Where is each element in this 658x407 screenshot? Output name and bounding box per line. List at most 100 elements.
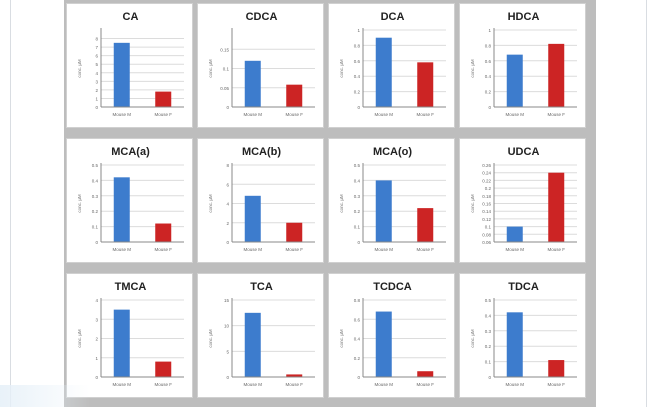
y-axis-label: conc. µM (470, 59, 475, 78)
chart-svg: DCA 0 0.2 0.4 0.6 0.8 1 conc. µM Mouse M Mouse F (339, 11, 446, 117)
y-tick-label: 10 (224, 324, 230, 329)
chart-svg: HDCA 0 0.2 0.4 0.6 0.8 1 conc. µM Mouse M Mouse F (470, 11, 577, 117)
chart-title: DCA (381, 11, 405, 23)
y-tick-label: 6 (226, 182, 229, 187)
y-tick-label: 3 (95, 317, 98, 322)
y-tick-label: 0 (357, 105, 360, 110)
chart-title: TMCA (115, 281, 147, 293)
x-tick-label: Mouse M (505, 112, 524, 117)
y-tick-label: 0.24 (482, 171, 491, 176)
y-tick-label: 0 (226, 375, 229, 380)
bile-acid-bar-chart-grid: CA 0 1 2 3 4 5 6 7 8 conc. µM Mouse M Mouse F CDCA 0 0.… (64, 0, 596, 407)
chart-svg: CDCA 0 0.05 0.1 0.15 conc. µM Mouse M Mouse F (208, 11, 315, 117)
bar-mouse-m (113, 42, 130, 108)
y-tick-label: 0.26 (482, 163, 491, 168)
y-tick-label: 0.4 (354, 178, 361, 183)
y-tick-label: 0 (226, 240, 229, 245)
y-axis-label: conc. µM (77, 194, 82, 213)
x-tick-label: Mouse F (285, 247, 303, 252)
x-tick-label: Mouse F (154, 247, 172, 252)
bar-mouse-f (286, 222, 303, 242)
x-tick-label: Mouse M (243, 247, 262, 252)
chart-title: TCDCA (373, 281, 412, 293)
x-tick-label: Mouse M (112, 247, 131, 252)
y-axis-label: conc. µM (208, 329, 213, 348)
y-tick-label: 7 (95, 45, 98, 50)
y-tick-label: 0.3 (354, 194, 361, 199)
y-tick-label: 2 (95, 88, 98, 93)
y-axis-label: conc. µM (339, 329, 344, 348)
x-tick-label: Mouse M (374, 247, 393, 252)
chart-svg: TMCA 0 1 2 3 4 conc. µM Mouse M Mouse F (77, 281, 184, 387)
chart-svg: MCA(b) 0 2 4 6 8 conc. µM Mouse M Mouse F (208, 146, 315, 252)
bar-mouse-f (548, 43, 565, 107)
chart-panel-tdca: TDCA 0 0.1 0.2 0.3 0.4 0.5 conc. µM Mouse M Mouse… (459, 273, 586, 398)
y-axis-label: conc. µM (470, 329, 475, 348)
y-tick-label: 0 (95, 375, 98, 380)
chart-title: UDCA (508, 146, 540, 158)
y-tick-label: 0.6 (485, 59, 492, 64)
chart-panel-cdca: CDCA 0 0.05 0.1 0.15 conc. µM Mouse M Mouse F (197, 3, 324, 128)
x-tick-label: Mouse M (505, 382, 524, 387)
x-tick-label: Mouse F (154, 382, 172, 387)
y-tick-label: 0.15 (220, 47, 229, 52)
chart-svg: MCA(a) 0 0.1 0.2 0.3 0.4 0.5 conc. µM Mouse M Mou… (77, 146, 184, 252)
y-tick-label: 0.1 (92, 225, 99, 230)
y-tick-label: 0.4 (485, 313, 492, 318)
y-tick-label: 1 (95, 96, 98, 101)
chart-panel-tcdca: TCDCA 0 0.2 0.4 0.6 0.8 conc. µM Mouse M Mouse F (328, 273, 455, 398)
x-tick-label: Mouse M (112, 112, 131, 117)
chart-title: CDCA (246, 11, 278, 23)
y-tick-label: 0.4 (92, 178, 99, 183)
y-tick-label: 15 (224, 298, 230, 303)
y-tick-label: 0.1 (485, 360, 492, 365)
x-tick-label: Mouse M (243, 382, 262, 387)
x-tick-label: Mouse F (416, 247, 434, 252)
chart-panel-ca: CA 0 1 2 3 4 5 6 7 8 conc. µM Mouse M Mouse F (66, 3, 193, 128)
y-tick-label: 0.1 (354, 225, 361, 230)
y-axis-label: conc. µM (339, 59, 344, 78)
y-tick-label: 0 (95, 105, 98, 110)
y-tick-label: 0.2 (485, 90, 492, 95)
y-tick-label: 0 (357, 375, 360, 380)
bar-mouse-m (244, 312, 261, 377)
chart-title: HDCA (508, 11, 540, 23)
y-tick-label: 3 (95, 79, 98, 84)
y-tick-label: 1 (488, 28, 491, 33)
bar-mouse-f (548, 172, 565, 242)
chart-panel-mca-a: MCA(a) 0 0.1 0.2 0.3 0.4 0.5 conc. µM Mouse M Mou… (66, 138, 193, 263)
y-tick-label: 0.8 (485, 43, 492, 48)
y-tick-label: 1 (95, 356, 98, 361)
y-tick-label: 0.2 (485, 186, 492, 191)
chart-svg: TDCA 0 0.1 0.2 0.3 0.4 0.5 conc. µM Mouse M Mouse… (470, 281, 577, 387)
bar-mouse-m (375, 180, 392, 242)
bar-mouse-m (375, 311, 392, 377)
y-tick-label: 0 (226, 105, 229, 110)
y-tick-label: 4 (95, 71, 98, 76)
chart-title: MCA(o) (373, 146, 412, 158)
bar-mouse-f (286, 374, 303, 377)
y-tick-label: 0.1 (223, 67, 230, 72)
chart-svg: MCA(o) 0 0.1 0.2 0.3 0.4 0.5 conc. µM Mouse M Mou… (339, 146, 446, 252)
y-tick-label: 0.18 (482, 194, 491, 199)
y-tick-label: 2 (226, 221, 229, 226)
y-axis-label: conc. µM (77, 59, 82, 78)
y-tick-label: 0 (488, 105, 491, 110)
y-tick-label: 0 (488, 375, 491, 380)
y-tick-label: 0 (357, 240, 360, 245)
y-tick-label: 0.8 (354, 298, 361, 303)
figure-frame (10, 0, 647, 407)
y-tick-label: 5 (95, 62, 98, 67)
x-tick-label: Mouse F (416, 382, 434, 387)
y-tick-label: 0.4 (354, 74, 361, 79)
bar-mouse-f (417, 62, 434, 107)
y-tick-label: 0.6 (354, 59, 361, 64)
y-tick-label: 8 (226, 163, 229, 168)
y-tick-label: 0.2 (354, 356, 361, 361)
chart-title: TDCA (508, 281, 539, 293)
chart-panel-hdca: HDCA 0 0.2 0.4 0.6 0.8 1 conc. µM Mouse M Mouse F (459, 3, 586, 128)
y-tick-label: 5 (226, 349, 229, 354)
y-tick-label: 0.08 (482, 232, 491, 237)
chart-title: MCA(b) (242, 146, 281, 158)
bar-mouse-m (506, 312, 523, 377)
